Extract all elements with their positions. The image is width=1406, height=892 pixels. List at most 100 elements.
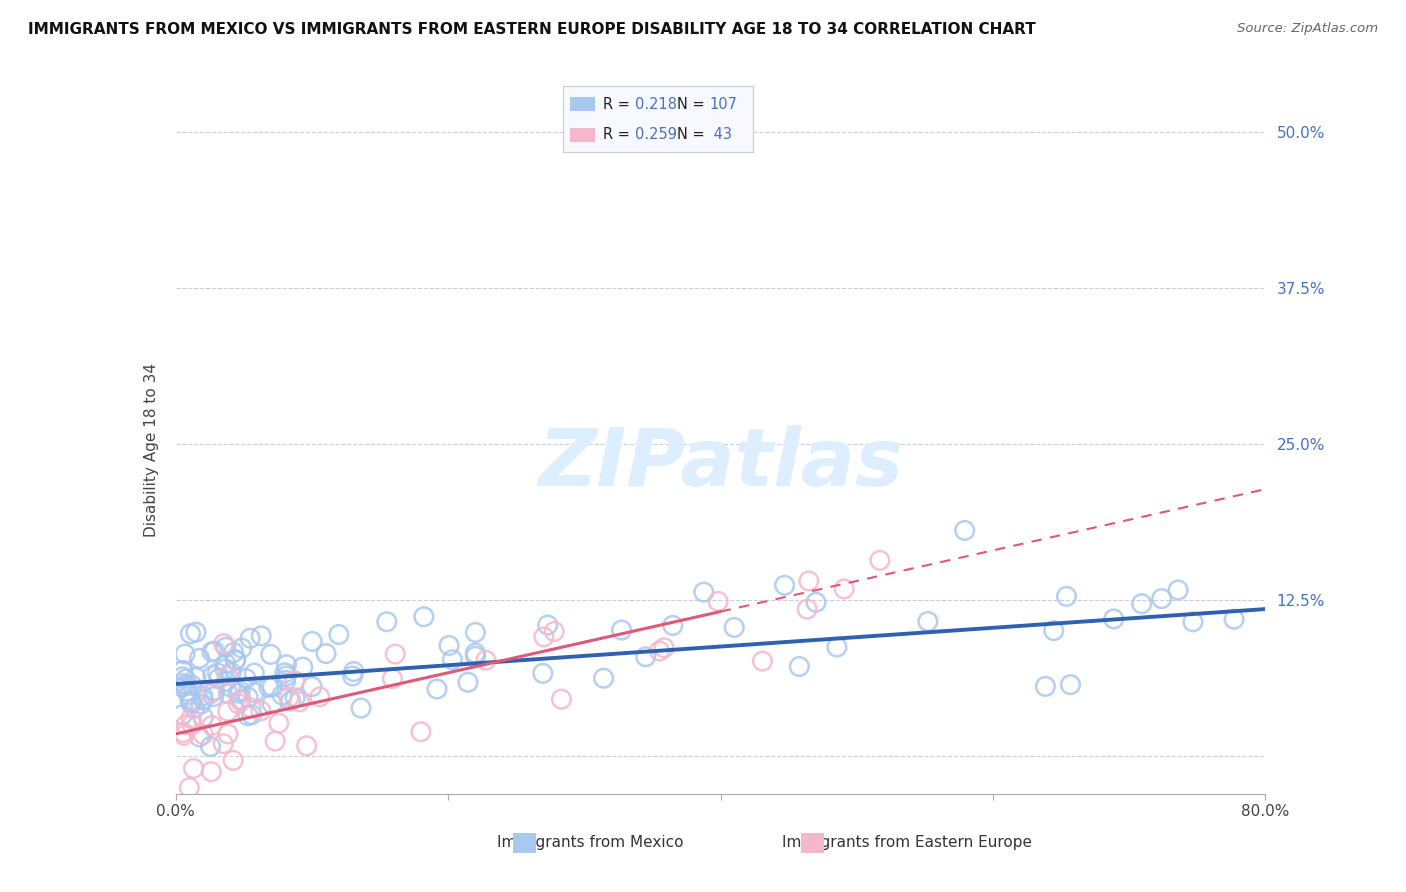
Point xyxy=(190,698,212,712)
Point xyxy=(1181,615,1204,629)
Point xyxy=(308,690,330,704)
Point xyxy=(1035,679,1057,693)
Point xyxy=(201,645,224,659)
Point xyxy=(180,696,202,710)
Point xyxy=(204,683,226,698)
Point xyxy=(174,718,197,732)
Point xyxy=(172,725,194,739)
Point xyxy=(172,664,194,678)
Bar xyxy=(571,97,595,112)
Point xyxy=(236,690,259,705)
Point xyxy=(188,651,211,665)
Point xyxy=(457,675,479,690)
Point xyxy=(288,695,311,709)
Point xyxy=(176,684,198,698)
Point xyxy=(662,618,685,632)
Point xyxy=(235,672,257,686)
Text: N =: N = xyxy=(678,96,709,112)
Point xyxy=(464,646,486,660)
Point xyxy=(262,697,284,711)
Point xyxy=(172,676,194,690)
Point xyxy=(226,686,249,700)
Point xyxy=(181,717,204,731)
Bar xyxy=(571,128,595,142)
Point xyxy=(328,627,350,641)
Point xyxy=(412,609,434,624)
Text: 0.218: 0.218 xyxy=(636,96,678,112)
Point xyxy=(804,595,827,609)
Point xyxy=(200,686,222,700)
Point xyxy=(207,665,229,680)
Point xyxy=(193,727,215,741)
Point xyxy=(917,615,939,629)
Text: N =: N = xyxy=(678,128,709,142)
Point xyxy=(217,687,239,701)
Point xyxy=(789,659,811,673)
Point xyxy=(236,708,259,723)
Point xyxy=(375,615,398,629)
Point xyxy=(188,730,211,744)
Point xyxy=(464,625,486,640)
Point xyxy=(222,646,245,660)
Point xyxy=(191,689,214,703)
Point xyxy=(183,701,205,715)
Point xyxy=(264,734,287,748)
Point xyxy=(723,620,745,634)
Point xyxy=(217,669,239,683)
Point xyxy=(531,666,554,681)
Point xyxy=(295,739,318,753)
Point xyxy=(267,716,290,731)
Point xyxy=(224,653,246,667)
Point xyxy=(537,618,560,632)
Point xyxy=(464,649,486,664)
Point xyxy=(226,697,249,711)
Text: Immigrants from Eastern Europe: Immigrants from Eastern Europe xyxy=(782,836,1032,850)
Text: R =: R = xyxy=(603,96,634,112)
Point xyxy=(1102,612,1125,626)
Point xyxy=(217,704,239,718)
Point xyxy=(257,681,280,695)
Point xyxy=(229,684,252,698)
Text: 107: 107 xyxy=(710,96,737,112)
Text: R =: R = xyxy=(603,128,634,142)
Point xyxy=(634,649,657,664)
Point xyxy=(202,690,225,704)
Point xyxy=(291,660,314,674)
Point xyxy=(183,761,205,775)
Point xyxy=(179,780,201,795)
Point xyxy=(180,695,202,709)
Point xyxy=(832,582,855,596)
Point xyxy=(219,665,242,680)
Point xyxy=(200,764,222,779)
Point xyxy=(350,701,373,715)
Text: Source: ZipAtlas.com: Source: ZipAtlas.com xyxy=(1237,22,1378,36)
Text: 0.259: 0.259 xyxy=(636,128,678,142)
Point xyxy=(240,707,263,722)
Point xyxy=(215,657,238,671)
Point xyxy=(217,727,239,741)
Point xyxy=(953,524,976,538)
Point xyxy=(229,692,252,706)
Point xyxy=(550,692,572,706)
Point xyxy=(384,647,406,661)
Point xyxy=(229,693,252,707)
Point xyxy=(301,680,323,694)
Y-axis label: Disability Age 18 to 34: Disability Age 18 to 34 xyxy=(143,363,159,538)
Point xyxy=(751,654,773,668)
Point xyxy=(1167,582,1189,597)
Point xyxy=(409,724,432,739)
Point xyxy=(1150,591,1173,606)
Point xyxy=(215,674,238,689)
Text: IMMIGRANTS FROM MEXICO VS IMMIGRANTS FROM EASTERN EUROPE DISABILITY AGE 18 TO 34: IMMIGRANTS FROM MEXICO VS IMMIGRANTS FRO… xyxy=(28,22,1036,37)
Point xyxy=(215,640,238,655)
Point xyxy=(1130,597,1153,611)
Point xyxy=(426,681,449,696)
Point xyxy=(276,669,298,683)
Point xyxy=(225,652,247,666)
Point xyxy=(250,629,273,643)
Point xyxy=(543,624,565,639)
Point xyxy=(1223,612,1246,626)
Point xyxy=(212,637,235,651)
Point xyxy=(212,737,235,751)
Point xyxy=(184,625,207,640)
